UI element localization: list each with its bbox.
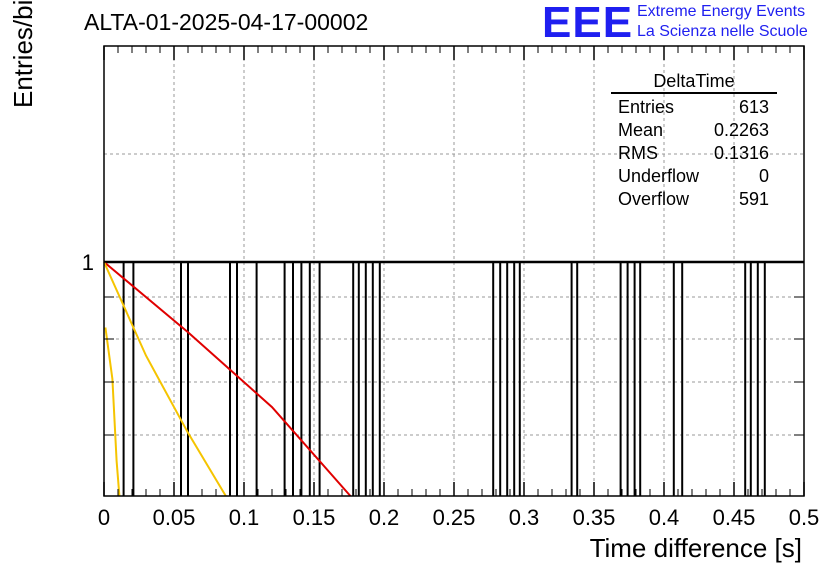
stats-box: DeltaTime Entries 613 Mean 0.2263 RMS 0.… xyxy=(611,70,777,211)
y-tick-label: 1 xyxy=(82,250,94,275)
stats-value: 591 xyxy=(738,189,769,209)
stats-row-overflow: Overflow 591 xyxy=(611,188,777,211)
stats-value: 613 xyxy=(738,97,769,117)
fit-curve-2 xyxy=(103,261,227,497)
x-tick-label: 0.4 xyxy=(649,505,680,530)
x-tick-label: 0.35 xyxy=(573,505,616,530)
fit-curve-3 xyxy=(104,327,121,497)
eee-logo: EEE xyxy=(542,0,634,47)
x-tick-label: 0.25 xyxy=(433,505,476,530)
x-tick-label: 0.15 xyxy=(293,505,336,530)
stats-value: 0 xyxy=(758,166,769,186)
stats-label: Mean xyxy=(618,120,664,140)
axis-ticks: 0 0.05 0.1 0.15 0.2 0.25 0.3 0.35 0.4 0.45 0.5 1 xyxy=(82,46,820,530)
stats-row-mean: Mean 0.2263 xyxy=(611,119,777,142)
fit-curves xyxy=(103,261,352,497)
stats-label: Entries xyxy=(618,97,675,117)
stats-label: Underflow xyxy=(618,166,700,186)
x-tick-label: 0 xyxy=(98,505,110,530)
stats-label: RMS xyxy=(618,143,658,163)
stats-row-entries: Entries 613 xyxy=(611,96,777,119)
stats-value: 0.1316 xyxy=(713,143,769,163)
x-tick-label: 0.3 xyxy=(509,505,540,530)
logo-text-line2: La Scienza nelle Scuole xyxy=(637,23,808,40)
stats-row-rms: RMS 0.1316 xyxy=(611,142,777,165)
histogram-bins xyxy=(104,260,804,496)
stats-row-underflow: Underflow 0 xyxy=(611,165,777,188)
stats-value: 0.2263 xyxy=(713,120,769,140)
x-tick-label: 0.1 xyxy=(229,505,260,530)
x-tick-label: 0.2 xyxy=(369,505,400,530)
y-axis-label: Entries/bin xyxy=(8,0,38,108)
x-tick-label: 0.45 xyxy=(713,505,756,530)
chart-title: ALTA-01-2025-04-17-00002 xyxy=(84,9,369,35)
x-tick-label: 0.5 xyxy=(789,505,820,530)
stats-title: DeltaTime xyxy=(611,70,777,94)
grid-lines xyxy=(104,46,804,496)
stats-label: Overflow xyxy=(618,189,690,209)
x-tick-label: 0.05 xyxy=(153,505,196,530)
fit-curve-1 xyxy=(103,261,352,497)
x-axis-label: Time difference [s] xyxy=(589,533,802,563)
logo-text-line1: Extreme Energy Events xyxy=(637,3,806,20)
